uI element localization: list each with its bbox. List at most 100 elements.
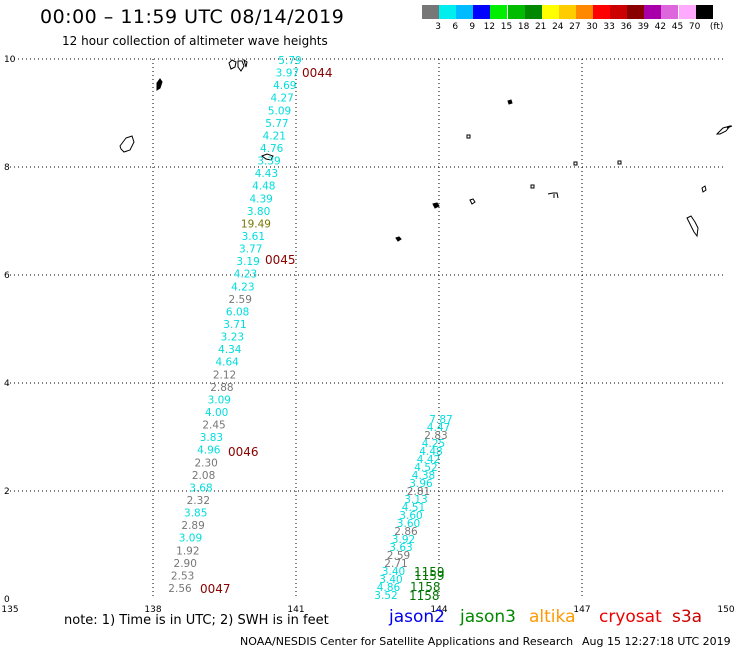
legend-swatch <box>541 5 559 19</box>
latitude-tick-label: 4 <box>4 379 10 389</box>
legend-label: 33 <box>603 22 615 32</box>
island-outline <box>469 198 476 205</box>
legend-swatch <box>558 5 576 19</box>
wave-height-value: 4.42 <box>417 454 440 466</box>
wave-height-value: 4.34 <box>218 344 242 356</box>
wave-height-value: 3.80 <box>247 206 270 218</box>
generated-timestamp: Aug 15 12:27:18 UTC 2019 <box>582 635 731 648</box>
pass-time-label: 0046 <box>228 445 259 459</box>
wave-height-value: 4.43 <box>255 168 278 180</box>
wave-height-value: 4.76 <box>260 143 284 155</box>
satellite-name: jason3 <box>460 607 516 627</box>
wave-height-value: 3.60 <box>399 510 422 522</box>
legend-label: 70 <box>688 22 701 32</box>
longitude-tick-label: 141 <box>287 605 304 615</box>
longitude-tick-label: 138 <box>144 605 161 615</box>
island-outline <box>156 78 163 91</box>
wave-height-value: 19.49 <box>241 218 271 230</box>
legend-swatch <box>695 5 713 19</box>
wave-height-value: 5.77 <box>265 118 288 130</box>
wave-height-value: 4.48 <box>252 181 275 193</box>
legend-swatch <box>439 5 457 19</box>
island-outline <box>617 160 622 165</box>
legend-label: 15 <box>500 22 513 32</box>
island-outline <box>432 202 440 209</box>
wave-height-value: 2.89 <box>181 520 204 532</box>
wave-height-value: 4.64 <box>215 357 239 369</box>
wave-height-value: 2.59 <box>229 294 252 306</box>
legend-label: 39 <box>637 22 650 32</box>
wave-height-value: 2.83 <box>424 430 447 442</box>
island-outlines <box>119 58 733 242</box>
west-altimeter-track: 5.793.974.694.275.095.774.214.763.394.43… <box>168 55 301 595</box>
satellite-name: s3a <box>672 607 703 627</box>
wave-height-value: 2.32 <box>187 495 210 507</box>
legend-label: 18 <box>517 22 530 32</box>
island-outline <box>547 192 559 199</box>
legend-swatch <box>661 5 679 19</box>
wave-height-value: 2.12 <box>213 369 236 381</box>
island-outline <box>530 184 535 189</box>
legend-swatch <box>610 5 628 19</box>
wave-height-value: 5.09 <box>268 105 291 117</box>
note-text: note: 1) Time is in UTC; 2) SWH is in fe… <box>64 613 329 628</box>
legend-swatch <box>627 5 645 19</box>
wave-height-value: 3.60 <box>397 518 420 530</box>
legend-label: 42 <box>654 22 667 32</box>
wave-height-value: 3.52 <box>374 590 397 602</box>
wave-height-value: 4.51 <box>402 502 425 514</box>
latitude-tick-label: 0 <box>4 595 10 605</box>
legend-swatch <box>490 5 508 19</box>
latitude-tick-label: 10 <box>4 55 16 65</box>
wave-height-value: 4.23 <box>231 281 254 293</box>
longitude-tick-label: 135 <box>1 605 18 615</box>
wave-height-value: 3.68 <box>189 482 212 494</box>
wave-height-value: 4.38 <box>412 470 435 482</box>
east-altimeter-track: 7.874.472.834.254.484.424.524.383.962.81… <box>374 414 452 602</box>
wave-height-value: 2.88 <box>210 382 233 394</box>
wave-height-value: 2.08 <box>192 470 215 482</box>
wave-height-value: 3.77 <box>239 244 262 256</box>
legend-label: 45 <box>671 22 684 32</box>
legend-unit: (ft) <box>709 22 724 32</box>
wave-height-value: 3.13 <box>404 494 427 506</box>
island-outline <box>119 135 135 153</box>
latitude-tick-label: 8 <box>4 163 10 173</box>
satellite-name: altika <box>529 607 576 627</box>
page-title: 00:00 – 11:59 UTC 08/14/2019 <box>40 6 345 28</box>
longitude-tick-label: 150 <box>717 605 734 615</box>
wave-height-value: 4.27 <box>270 93 293 105</box>
legend-label: 21 <box>534 22 547 32</box>
wave-height-value: 3.09 <box>208 394 231 406</box>
pass-time-label: 1158 <box>409 589 440 603</box>
legend-label: 27 <box>569 22 581 32</box>
legend-swatch <box>575 5 593 19</box>
legend-label: 6 <box>452 22 459 32</box>
wave-height-value: 6.08 <box>226 306 249 318</box>
wave-height-value: 3.09 <box>179 533 202 545</box>
wave-height-value: 3.96 <box>409 478 433 490</box>
wave-height-value: 4.52 <box>414 462 437 474</box>
wave-height-value: 3.97 <box>276 68 299 80</box>
legend-label: 24 <box>552 22 564 32</box>
wave-height-value: 2.53 <box>171 570 194 582</box>
island-outline <box>466 134 471 139</box>
wave-height-value: 2.59 <box>387 550 410 562</box>
island-outline <box>395 236 402 242</box>
island-outline <box>573 161 578 166</box>
wave-height-value: 7.87 <box>429 414 452 426</box>
page-subtitle: 12 hour collection of altimeter wave hei… <box>62 34 328 48</box>
wave-height-value: 3.63 <box>389 542 412 554</box>
wave-height-value: 3.92 <box>392 534 415 546</box>
island-outline <box>715 125 733 135</box>
legend-label: 12 <box>483 22 496 32</box>
legend-swatch <box>507 5 525 19</box>
pass-time-label: 1159 <box>414 569 445 583</box>
satellite-name: jason2 <box>389 607 445 627</box>
latitude-tick-label: 6 <box>4 271 10 281</box>
wave-height-value: 4.39 <box>249 193 272 205</box>
wave-height-value: 3.71 <box>223 319 246 331</box>
legend-label: 9 <box>469 22 476 32</box>
